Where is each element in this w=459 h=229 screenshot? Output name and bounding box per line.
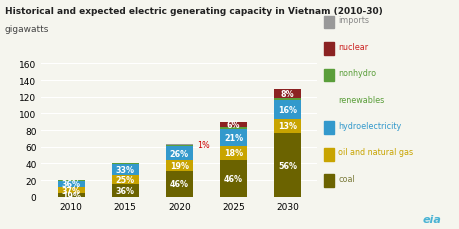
Bar bbox=[219, 128, 246, 129]
Text: Historical and expected electric generating capacity in Vietnam (2010-30): Historical and expected electric generat… bbox=[5, 7, 381, 16]
Text: 25%: 25% bbox=[116, 176, 134, 185]
Text: 37%: 37% bbox=[62, 186, 80, 195]
Text: 13%: 13% bbox=[278, 122, 297, 131]
Bar bbox=[112, 164, 139, 176]
Bar bbox=[112, 176, 139, 184]
Text: eia: eia bbox=[422, 215, 441, 224]
Text: nonhydro: nonhydro bbox=[337, 69, 375, 78]
Bar bbox=[274, 98, 301, 101]
Text: oil and natural gas: oil and natural gas bbox=[337, 148, 412, 157]
Bar bbox=[219, 123, 246, 128]
Bar bbox=[112, 184, 139, 197]
Text: 56%: 56% bbox=[278, 161, 297, 170]
Text: 33%: 33% bbox=[116, 165, 134, 174]
Text: 16%: 16% bbox=[278, 106, 297, 114]
Text: 19%: 19% bbox=[169, 162, 189, 171]
Bar bbox=[274, 134, 301, 197]
Text: 19%: 19% bbox=[62, 191, 80, 200]
Text: hydroelectricity: hydroelectricity bbox=[337, 121, 401, 131]
Bar bbox=[57, 181, 84, 187]
Bar bbox=[274, 90, 301, 98]
Text: 21%: 21% bbox=[224, 133, 242, 142]
Text: nuclear: nuclear bbox=[337, 42, 367, 52]
Text: 46%: 46% bbox=[224, 174, 242, 183]
Bar bbox=[166, 161, 192, 171]
Text: 46%: 46% bbox=[169, 180, 189, 189]
Text: 36%: 36% bbox=[62, 180, 80, 188]
Text: 18%: 18% bbox=[224, 149, 242, 158]
Bar bbox=[166, 145, 192, 146]
Bar bbox=[274, 101, 301, 119]
Bar bbox=[274, 119, 301, 134]
Bar bbox=[219, 129, 246, 146]
Bar bbox=[166, 146, 192, 161]
Text: renewables: renewables bbox=[337, 95, 384, 104]
Text: 1%: 1% bbox=[196, 141, 209, 150]
Bar bbox=[219, 160, 246, 197]
Bar bbox=[57, 180, 84, 181]
Bar bbox=[57, 187, 84, 194]
Text: 8%: 8% bbox=[280, 90, 294, 98]
Bar bbox=[166, 171, 192, 197]
Text: coal: coal bbox=[337, 174, 354, 183]
Bar bbox=[219, 146, 246, 160]
Text: 26%: 26% bbox=[169, 149, 189, 158]
Text: 6%: 6% bbox=[226, 121, 240, 130]
Text: gigawatts: gigawatts bbox=[5, 25, 49, 34]
Text: imports: imports bbox=[337, 16, 368, 25]
Bar bbox=[57, 194, 84, 197]
Text: 36%: 36% bbox=[116, 186, 134, 195]
